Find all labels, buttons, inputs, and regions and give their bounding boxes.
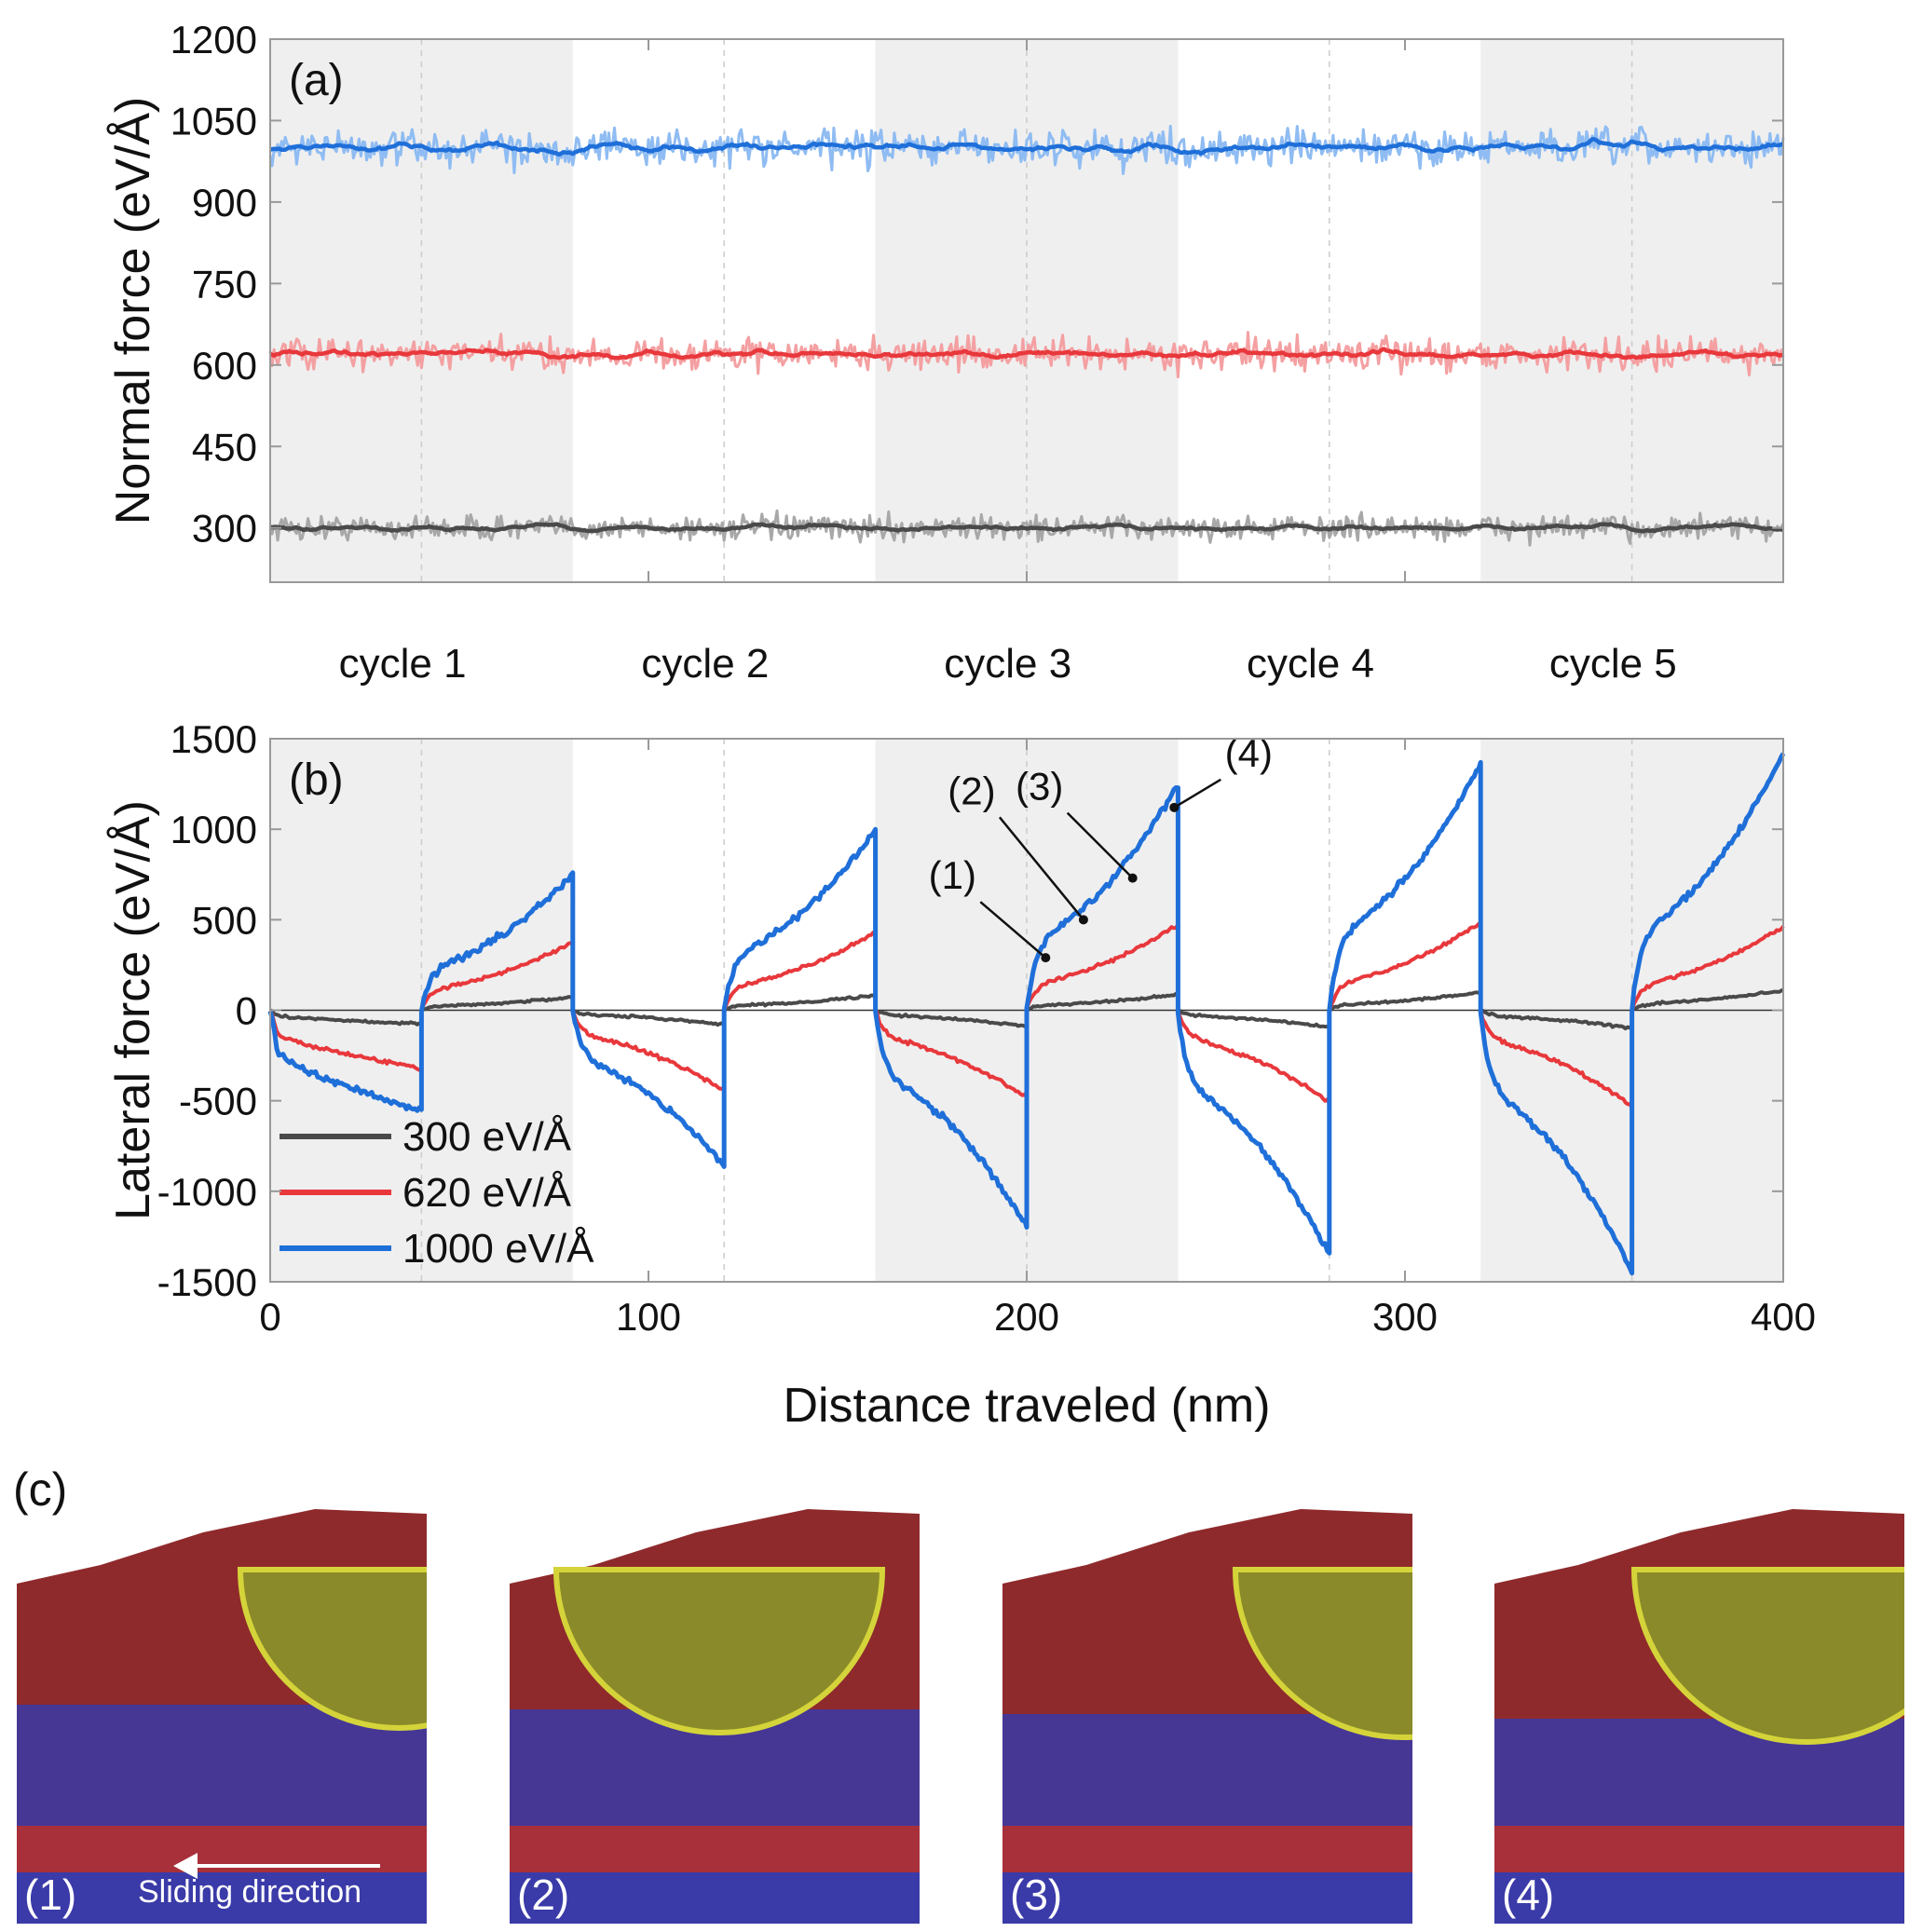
y-tick-label: 1500 [170,717,257,761]
sliding-direction-arrow [173,1853,380,1879]
x-tick-label: 0 [259,1295,280,1339]
annotation-label: (4) [1225,731,1273,775]
cycle-label: cycle 5 [1549,641,1677,687]
annotation-point [1078,915,1088,925]
y-tick-label: 1200 [170,18,257,61]
lateral-series-2 [267,752,1786,1276]
annotation-label: (1) [929,853,976,897]
annotation-arrow [998,816,1084,921]
x-tick-label: 400 [1751,1295,1816,1339]
substrate-blue-layer [17,1705,427,1835]
annotation-point [1169,802,1180,812]
y-tick-label: 0 [236,989,257,1033]
substrate-bottom [510,1872,920,1924]
x-tick-label: 200 [994,1295,1059,1339]
y-tick-label: 1050 [170,99,257,143]
substrate-bottom [1494,1872,1904,1924]
annotation-arrow [1173,778,1221,809]
y-tick-label: 500 [192,898,257,942]
cycle-label: cycle 4 [1247,641,1374,687]
snapshot-label: (1) [24,1871,77,1919]
y-axis-label: Normal force (eV/Å) [106,97,160,524]
series-smooth-2 [269,137,1784,157]
snapshot-label: (3) [1010,1871,1063,1919]
indenter-tip [1232,1567,1412,1740]
series-smooth-0 [269,522,1785,534]
md-snapshot-drawing [510,1509,920,1924]
panel-label: (b) [289,755,344,805]
md-snapshot-drawing [17,1509,427,1924]
annotation-point [1041,953,1051,963]
panel-label: (a) [289,56,344,105]
y-axis-label: Lateral force (eV/Å) [106,800,160,1220]
x-tick-label: 100 [616,1295,681,1339]
y-tick-label: 900 [192,181,257,224]
y-tick-label: 450 [192,425,257,469]
panel-b-lateral-force: cycle 1 cycle 2 cycle 3 cycle 4 cycle 5 (1) (2… [106,641,1816,1433]
y-tick-label: 600 [192,344,257,388]
indenter-tip [237,1567,427,1731]
panel-c-label: (c) [13,1463,68,1516]
x-axis-label: Distance traveled (nm) [783,1379,1270,1433]
snapshot-1: (1) Sliding direction [17,1490,427,1924]
substrate-bottom [1002,1872,1412,1924]
annotation-arrow [979,901,1047,959]
series-smooth-1 [269,347,1784,361]
y-tick-label: 300 [192,507,257,551]
snapshot-label: (4) [1502,1871,1555,1919]
annotation-arrow [1066,811,1134,879]
indenter-tip [1630,1567,1904,1745]
panel-a-normal-force: 300 450 600 750 900 1050 1200 (a) Normal force (… [106,18,1785,583]
substrate-red-band [17,1826,427,1877]
md-snapshot-drawing [1494,1509,1904,1924]
substrate-red-band [1002,1826,1412,1877]
figure-canvas: 300 450 600 750 900 1050 1200 (a) Normal force (… [106,18,1816,1433]
snapshot-3: (3) [1002,1490,1412,1924]
snapshot-2: (2) [510,1490,920,1924]
cycle-label: cycle 2 [641,641,769,687]
cycle-label: cycle 1 [339,641,467,687]
y-tick-label: -500 [179,1080,257,1123]
substrate-bottom [17,1872,427,1924]
indenter-tip [552,1567,886,1735]
substrate-red-band [510,1826,920,1877]
y-tick-label: 1000 [170,808,257,851]
annotation-label: (3) [1016,765,1063,809]
substrate-red-band [1494,1826,1904,1877]
annotation-label: (2) [948,769,995,812]
y-tick-label: -1000 [157,1170,257,1214]
y-tick-label: 750 [192,262,257,306]
sliding-direction-label: Sliding direction [138,1874,362,1910]
snapshot-4: (4) [1494,1490,1904,1924]
y-tick-label: -1500 [157,1260,257,1304]
cycle-label: cycle 3 [944,641,1071,687]
snapshot-label: (2) [517,1871,570,1919]
legend-entry: 1000 eV/Å [402,1226,594,1272]
substrate-blue-layer [1002,1714,1412,1844]
annotation-point [1127,873,1138,883]
x-tick-label: 300 [1372,1295,1438,1339]
legend-entry: 300 eV/Å [402,1114,572,1160]
md-snapshot-drawing [1002,1509,1412,1924]
legend-entry: 620 eV/Å [402,1170,572,1216]
